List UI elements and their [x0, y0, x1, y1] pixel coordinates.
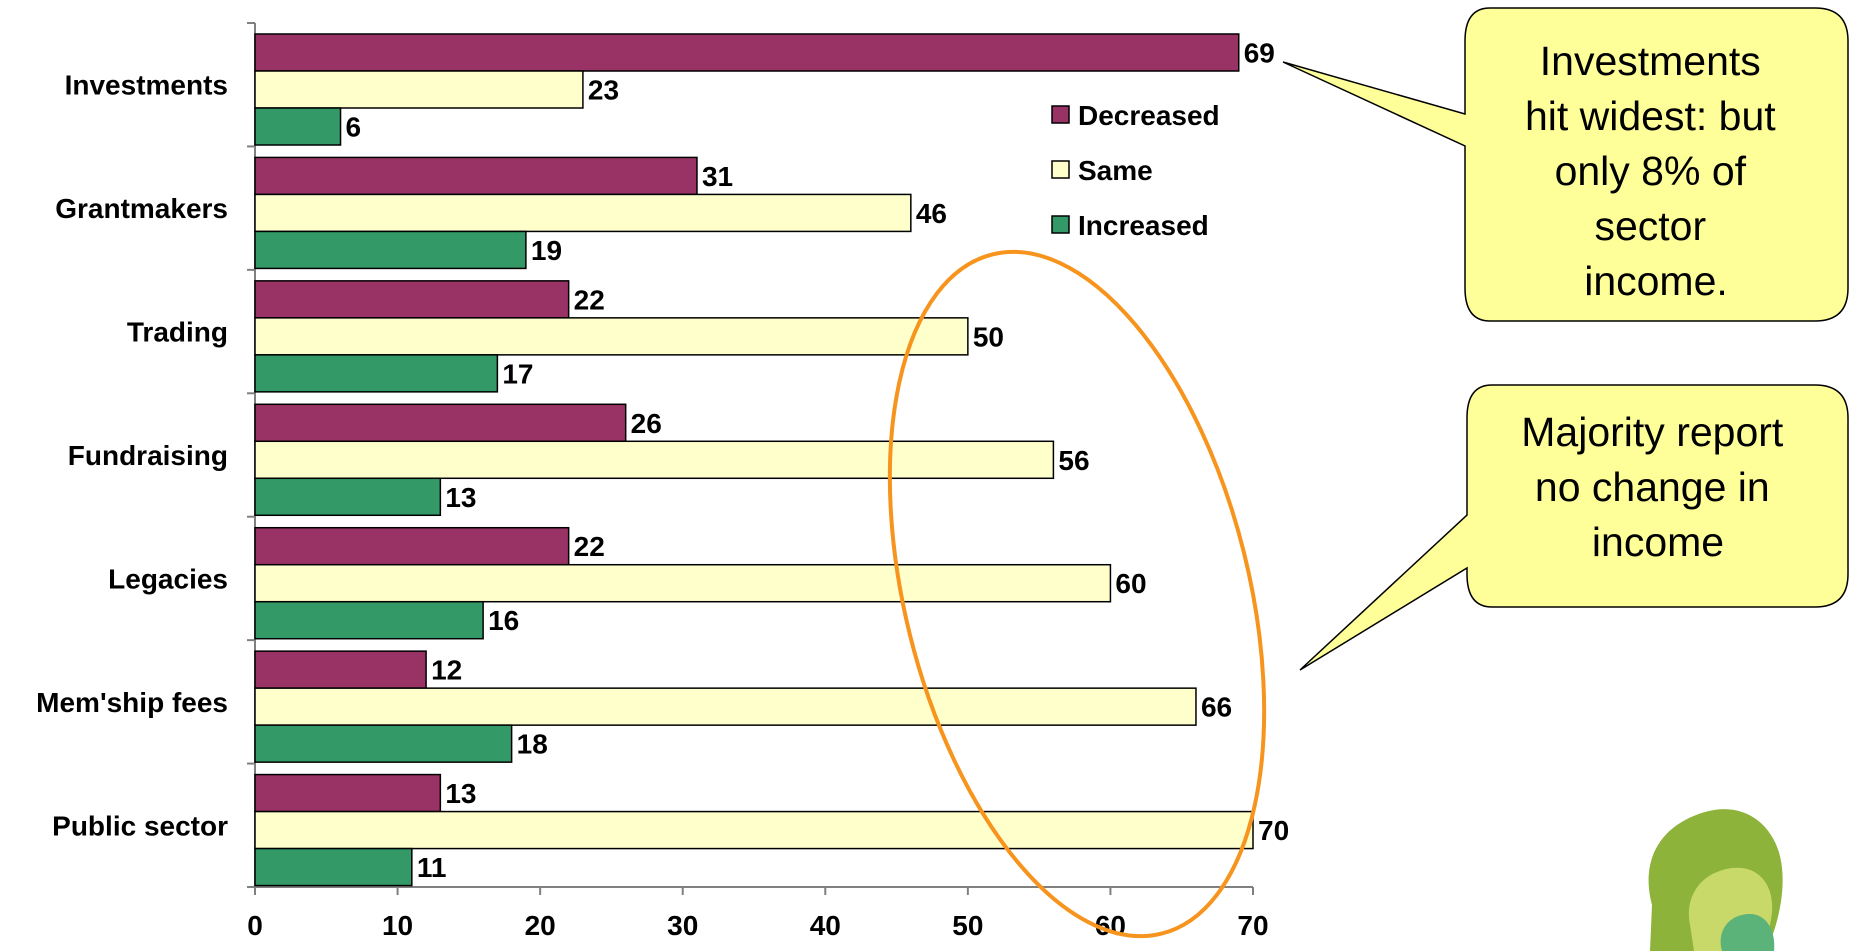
x-tick-label: 10 — [382, 910, 413, 941]
chart-bars — [254, 33, 1254, 887]
data-label: 70 — [1258, 815, 1289, 846]
data-label: 13 — [445, 482, 476, 513]
data-label: 23 — [588, 75, 619, 106]
bar-decreased — [254, 280, 570, 319]
category-label: Fundraising — [68, 440, 228, 471]
data-label: 66 — [1201, 692, 1232, 723]
legend-swatch-increased — [1051, 215, 1070, 234]
bar-increased — [254, 477, 442, 517]
callout-investments-bubble — [1282, 7, 1849, 322]
data-label: 11 — [417, 852, 447, 883]
data-label: 18 — [517, 729, 548, 760]
bar-decreased — [254, 526, 570, 566]
callout-majority: Majority report no change in income — [1299, 384, 1849, 671]
data-label: 50 — [973, 321, 1004, 352]
callout-majority-line: Majority report — [1521, 409, 1784, 455]
bar-increased — [254, 354, 499, 393]
legend-label-same: Same — [1078, 155, 1153, 186]
x-tick-label: 40 — [810, 910, 841, 941]
data-label: 17 — [502, 358, 533, 389]
bar-increased — [254, 724, 513, 763]
bar-same — [254, 810, 1254, 850]
legend-swatch-decreased — [1051, 105, 1070, 124]
legend-label-decreased: Decreased — [1078, 100, 1220, 131]
bar-same — [254, 440, 1055, 480]
bar-increased — [254, 230, 527, 270]
data-label: 12 — [431, 655, 462, 686]
data-label: 22 — [574, 531, 605, 562]
data-label: 31 — [702, 161, 733, 192]
data-label: 19 — [531, 235, 562, 266]
data-label: 16 — [488, 605, 519, 636]
svg-text:Investments hit widest:: Investments hit widest: but only 8% of s… — [1525, 38, 1787, 304]
data-label: 22 — [574, 284, 605, 315]
bar-same — [254, 193, 912, 233]
bar-same — [254, 687, 1197, 726]
bar-decreased — [254, 773, 442, 813]
category-label: Grantmakers — [55, 193, 228, 224]
data-label: 69 — [1244, 38, 1275, 69]
bar-decreased — [254, 650, 427, 689]
data-label: 26 — [631, 408, 662, 439]
callout-investments-line: hit widest: but — [1525, 93, 1776, 139]
data-label: 13 — [445, 778, 476, 809]
data-label: 60 — [1115, 568, 1146, 599]
data-label: 6 — [346, 112, 362, 143]
svg-text:Majority report no chang: Majority report no change in income — [1521, 409, 1794, 565]
callout-investments-line: sector — [1594, 203, 1706, 249]
bar-increased — [254, 107, 342, 146]
chart-legend: Decreased Same Increased — [1051, 100, 1220, 241]
bar-same — [254, 317, 969, 356]
callout-investments-line: Investments — [1540, 38, 1761, 84]
x-tick-label: 20 — [525, 910, 556, 941]
x-tick-label: 50 — [952, 910, 983, 941]
category-label: Legacies — [108, 563, 228, 594]
callout-investments-line: income. — [1584, 258, 1728, 304]
callout-investments: Investments hit widest: but only 8% of s… — [1282, 7, 1849, 322]
category-label: Investments — [65, 70, 228, 101]
callout-investments-line: only 8% of — [1555, 148, 1747, 194]
bar-decreased — [254, 156, 698, 196]
legend-label-increased: Increased — [1078, 210, 1209, 241]
x-tick-label: 70 — [1237, 910, 1268, 941]
x-tick-label: 30 — [667, 910, 698, 941]
bar-same — [254, 563, 1112, 603]
legend-swatch-same — [1051, 160, 1070, 179]
chart-labels: 0 10 20 30 40 50 60 70 Investments Grantmakers Tra… — [36, 38, 1289, 942]
highlight-ellipse — [887, 249, 1267, 939]
category-label: Trading — [127, 317, 228, 348]
category-label: Public sector — [52, 810, 228, 841]
callout-majority-bubble — [1299, 384, 1849, 671]
bar-increased — [254, 847, 413, 887]
bar-decreased — [254, 33, 1240, 72]
callout-majority-line: no change in — [1535, 464, 1770, 510]
category-label: Mem'ship fees — [36, 687, 228, 718]
bar-decreased — [254, 403, 627, 443]
data-label: 46 — [916, 198, 947, 229]
callout-majority-line: income — [1592, 519, 1724, 565]
logo-icon — [1648, 809, 1783, 951]
x-tick-label: 0 — [247, 910, 263, 941]
bar-same — [254, 70, 584, 109]
data-label: 56 — [1058, 445, 1089, 476]
bar-increased — [254, 600, 484, 640]
